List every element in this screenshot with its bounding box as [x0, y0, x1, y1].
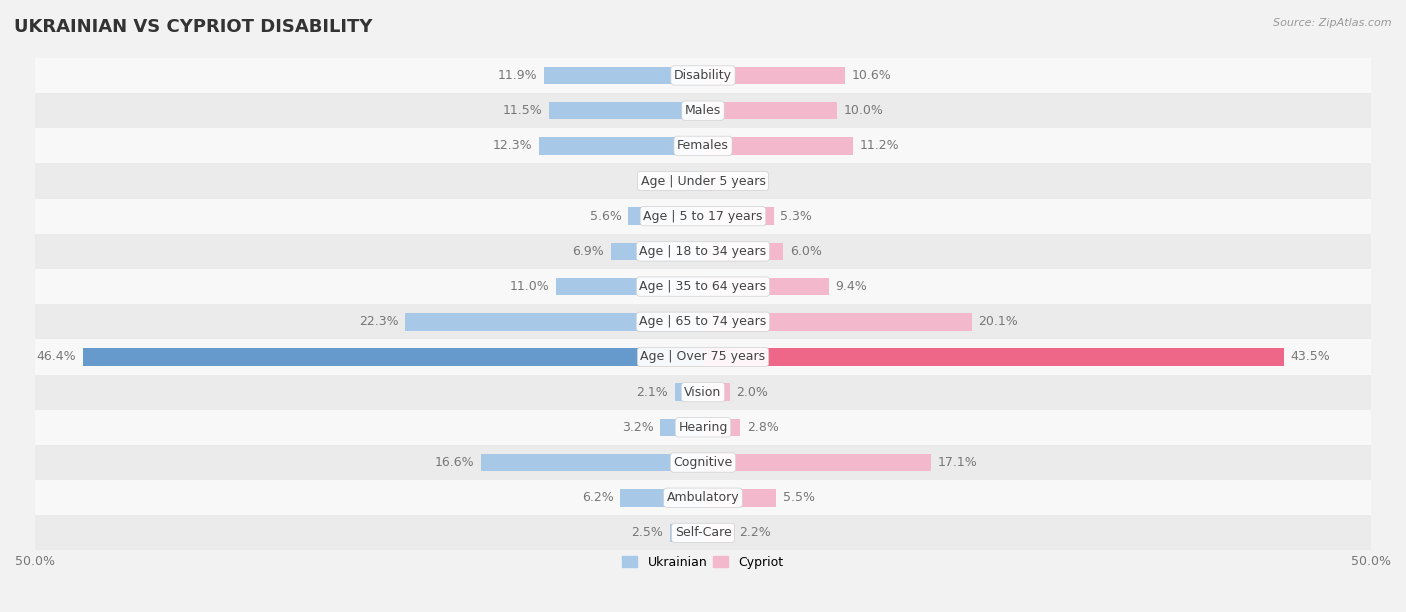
Text: Age | Under 5 years: Age | Under 5 years	[641, 174, 765, 187]
Text: UKRAINIAN VS CYPRIOT DISABILITY: UKRAINIAN VS CYPRIOT DISABILITY	[14, 18, 373, 36]
Bar	[35, 199, 1371, 234]
Bar	[703, 278, 828, 296]
Text: 17.1%: 17.1%	[938, 456, 979, 469]
Bar	[35, 340, 1371, 375]
Bar	[35, 129, 1371, 163]
Text: Age | Over 75 years: Age | Over 75 years	[641, 351, 765, 364]
Bar	[703, 102, 837, 119]
Bar	[35, 93, 1371, 129]
Bar	[703, 137, 852, 155]
Legend: Ukrainian, Cypriot: Ukrainian, Cypriot	[617, 551, 789, 574]
Bar	[610, 242, 703, 260]
Text: 11.2%: 11.2%	[859, 140, 898, 152]
Bar	[703, 67, 845, 84]
Bar	[675, 383, 703, 401]
Text: Source: ZipAtlas.com: Source: ZipAtlas.com	[1274, 18, 1392, 28]
Bar	[703, 313, 972, 330]
Bar	[550, 102, 703, 119]
Text: 1.3%: 1.3%	[727, 174, 759, 187]
Text: 1.3%: 1.3%	[647, 174, 679, 187]
Text: 5.6%: 5.6%	[589, 210, 621, 223]
Text: 5.3%: 5.3%	[780, 210, 813, 223]
Text: 2.0%: 2.0%	[737, 386, 768, 398]
Bar	[35, 480, 1371, 515]
Bar	[669, 524, 703, 542]
Bar	[405, 313, 703, 330]
Bar	[35, 304, 1371, 340]
Bar	[35, 375, 1371, 410]
Text: Vision: Vision	[685, 386, 721, 398]
Text: 6.0%: 6.0%	[790, 245, 821, 258]
Text: 16.6%: 16.6%	[434, 456, 475, 469]
Text: 11.9%: 11.9%	[498, 69, 537, 82]
Text: Age | 5 to 17 years: Age | 5 to 17 years	[644, 210, 762, 223]
Text: 12.3%: 12.3%	[492, 140, 531, 152]
Text: 11.0%: 11.0%	[509, 280, 550, 293]
Bar	[703, 524, 733, 542]
Text: 10.0%: 10.0%	[844, 104, 883, 117]
Text: 2.2%: 2.2%	[740, 526, 770, 539]
Text: 11.5%: 11.5%	[503, 104, 543, 117]
Bar	[703, 489, 776, 507]
Text: Self-Care: Self-Care	[675, 526, 731, 539]
Text: 20.1%: 20.1%	[979, 315, 1018, 328]
Bar	[35, 410, 1371, 445]
Text: 2.1%: 2.1%	[637, 386, 668, 398]
Bar	[686, 172, 703, 190]
Bar	[35, 515, 1371, 551]
Text: 9.4%: 9.4%	[835, 280, 868, 293]
Text: 2.8%: 2.8%	[747, 421, 779, 434]
Bar	[703, 348, 1284, 366]
Text: Hearing: Hearing	[678, 421, 728, 434]
Bar	[481, 453, 703, 471]
Text: 6.9%: 6.9%	[572, 245, 605, 258]
Bar	[703, 419, 741, 436]
Bar	[544, 67, 703, 84]
Text: 10.6%: 10.6%	[851, 69, 891, 82]
Bar	[35, 58, 1371, 93]
Bar	[620, 489, 703, 507]
Text: 2.5%: 2.5%	[631, 526, 662, 539]
Bar	[703, 207, 773, 225]
Text: 6.2%: 6.2%	[582, 491, 613, 504]
Text: Disability: Disability	[673, 69, 733, 82]
Bar	[538, 137, 703, 155]
Bar	[661, 419, 703, 436]
Bar	[628, 207, 703, 225]
Text: Males: Males	[685, 104, 721, 117]
Bar	[83, 348, 703, 366]
Text: Age | 35 to 64 years: Age | 35 to 64 years	[640, 280, 766, 293]
Bar	[35, 234, 1371, 269]
Bar	[35, 163, 1371, 199]
Text: 43.5%: 43.5%	[1291, 351, 1330, 364]
Bar	[703, 242, 783, 260]
Text: Females: Females	[678, 140, 728, 152]
Text: Ambulatory: Ambulatory	[666, 491, 740, 504]
Text: 46.4%: 46.4%	[37, 351, 76, 364]
Bar	[703, 172, 720, 190]
Bar	[703, 383, 730, 401]
Text: Cognitive: Cognitive	[673, 456, 733, 469]
Text: 3.2%: 3.2%	[621, 421, 654, 434]
Text: Age | 65 to 74 years: Age | 65 to 74 years	[640, 315, 766, 328]
Text: Age | 18 to 34 years: Age | 18 to 34 years	[640, 245, 766, 258]
Bar	[35, 269, 1371, 304]
Bar	[35, 445, 1371, 480]
Bar	[703, 453, 931, 471]
Text: 5.5%: 5.5%	[783, 491, 815, 504]
Bar	[555, 278, 703, 296]
Text: 22.3%: 22.3%	[359, 315, 398, 328]
